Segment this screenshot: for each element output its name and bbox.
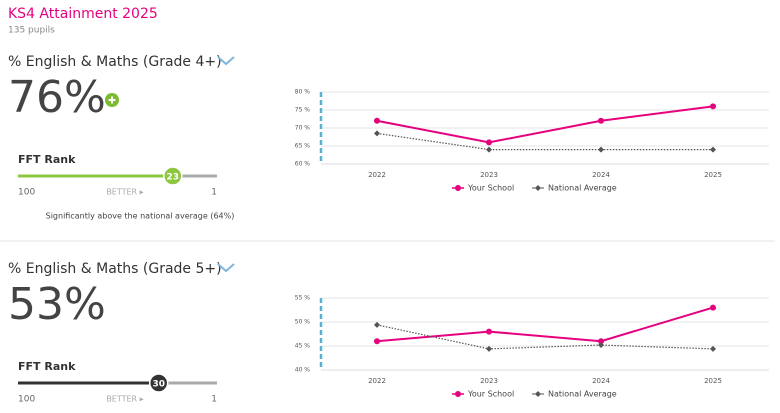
point <box>486 345 492 352</box>
point <box>374 321 380 328</box>
point <box>710 146 716 153</box>
x-tick-label: 2024 <box>592 377 610 385</box>
point <box>710 304 716 311</box>
rank-value: 23 <box>167 173 180 183</box>
rank-min: 100 <box>18 188 35 198</box>
x-tick-label: 2022 <box>368 377 386 385</box>
y-tick-label: 65 % <box>295 143 311 150</box>
point <box>598 117 604 124</box>
x-tick-label: 2025 <box>704 377 722 385</box>
y-tick-label: 40 % <box>295 367 311 374</box>
better-label: BETTER ▸ <box>106 395 143 404</box>
x-tick-label: 2023 <box>480 171 498 179</box>
rank-label: FFT Rank <box>18 360 76 373</box>
series-line <box>376 324 714 350</box>
legend-marker <box>455 391 461 397</box>
point <box>486 146 492 153</box>
point <box>374 338 380 345</box>
point <box>486 139 492 146</box>
rank-knob <box>163 166 183 186</box>
point <box>374 130 380 137</box>
legend-marker <box>535 185 541 191</box>
point <box>598 146 604 153</box>
point <box>710 345 716 352</box>
page-subtitle: 135 pupils <box>8 26 55 36</box>
panel-note: Significantly above the national average… <box>46 212 235 221</box>
series-line <box>376 132 713 151</box>
x-tick-label: 2025 <box>704 171 722 179</box>
panel-title: % English & Maths (Grade 5+) <box>8 261 222 277</box>
x-tick-label: 2024 <box>592 171 610 179</box>
legend-label[interactable]: Your School <box>467 184 514 193</box>
y-tick-label: 50 % <box>295 319 311 326</box>
point <box>598 338 604 345</box>
panel-title: % English & Maths (Grade 4+) <box>8 54 222 70</box>
rank-label: FFT Rank <box>18 153 76 166</box>
better-label: BETTER ▸ <box>106 188 143 197</box>
legend-label[interactable]: National Average <box>548 184 617 193</box>
y-tick-label: 70 % <box>295 125 311 132</box>
expand-toggle[interactable] <box>217 263 235 273</box>
x-tick-label: 2023 <box>480 377 498 385</box>
series-line <box>376 105 714 144</box>
rank-max: 1 <box>211 395 217 405</box>
legend-label[interactable]: Your School <box>467 390 514 399</box>
rank-max: 1 <box>211 188 217 198</box>
rank-min: 100 <box>18 395 35 405</box>
y-tick-label: 45 % <box>295 343 311 350</box>
legend-marker <box>455 185 461 191</box>
point <box>486 328 492 335</box>
legend-label[interactable]: National Average <box>548 390 617 399</box>
plus-icon <box>105 93 119 107</box>
page-title: KS4 Attainment 2025 <box>8 6 158 22</box>
y-tick-label: 55 % <box>295 295 311 302</box>
headline-value: 76% <box>8 72 106 123</box>
legend-marker <box>535 391 541 397</box>
y-tick-label: 80 % <box>295 89 311 96</box>
y-tick-label: 75 % <box>295 107 311 114</box>
rank-value: 30 <box>152 380 165 390</box>
x-tick-label: 2022 <box>368 171 386 179</box>
headline-value: 53% <box>8 279 106 330</box>
point <box>374 117 380 124</box>
y-tick-label: 60 % <box>295 161 311 168</box>
rank-knob <box>148 373 169 393</box>
point <box>598 342 604 349</box>
point <box>710 103 716 110</box>
expand-toggle[interactable] <box>217 56 235 66</box>
